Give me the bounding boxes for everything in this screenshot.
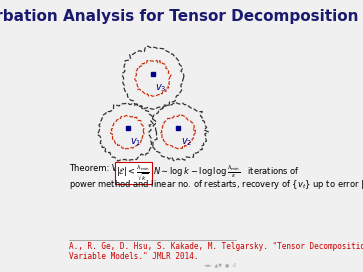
Text: Theorem: When: Theorem: When	[69, 164, 136, 173]
Text: ◄►  ▲▼  ●  ↺: ◄► ▲▼ ● ↺	[204, 263, 236, 268]
Text: power method and linear no. of restarts, recovery of $\{v_t\}$ up to error $|\ma: power method and linear no. of restarts,…	[69, 178, 363, 191]
Text: A., R. Ge, D. Hsu, S. Kakade, M. Telgarsky. "Tensor Decompositions for Learning : A., R. Ge, D. Hsu, S. Kakade, M. Telgars…	[69, 242, 363, 261]
Text: $v_2$: $v_2$	[180, 137, 192, 148]
Text: Perturbation Analysis for Tensor Decomposition: Perturbation Analysis for Tensor Decompo…	[0, 10, 358, 24]
Text: $|\mathcal{E}| < \frac{\lambda_{\min}}{\sqrt{k}}$: $|\mathcal{E}| < \frac{\lambda_{\min}}{\…	[116, 163, 150, 183]
Text: $N \sim \log k - \log\log\frac{\lambda_{\min}}{\epsilon}$   iterations of: $N \sim \log k - \log\log\frac{\lambda_{…	[153, 164, 300, 180]
Text: $v_3$: $v_3$	[155, 82, 167, 94]
Text: $v_1$: $v_1$	[130, 137, 142, 148]
